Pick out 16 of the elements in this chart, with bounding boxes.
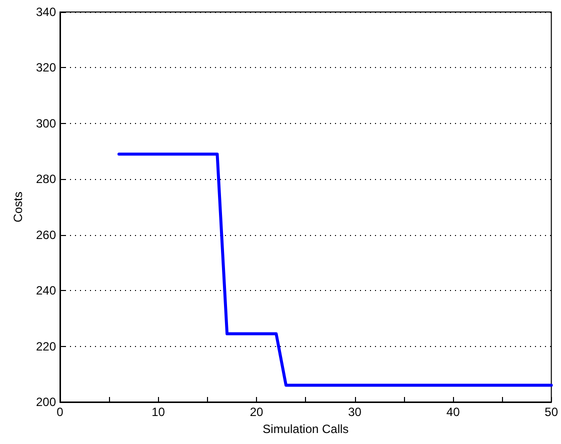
y-tick-label: 200 — [36, 395, 56, 409]
x-tick-label: 30 — [348, 405, 362, 419]
x-tick-label: 40 — [446, 405, 460, 419]
y-tick-label: 260 — [36, 228, 56, 242]
y-tick-label: 340 — [36, 5, 56, 19]
x-tick-label: 50 — [544, 405, 558, 419]
y-tick-label: 300 — [36, 116, 56, 130]
y-tick-label: 280 — [36, 172, 56, 186]
x-tick-label: 0 — [56, 405, 64, 419]
x-axis-title: Simulation Calls — [262, 422, 349, 436]
y-tick-label: 220 — [36, 339, 56, 354]
y-tick-label: 320 — [36, 60, 56, 75]
y-axis-title: Costs — [11, 192, 25, 222]
x-tick-label: 20 — [250, 405, 264, 419]
x-tick-label: 10 — [152, 405, 166, 419]
y-tick-label: 240 — [36, 284, 56, 298]
